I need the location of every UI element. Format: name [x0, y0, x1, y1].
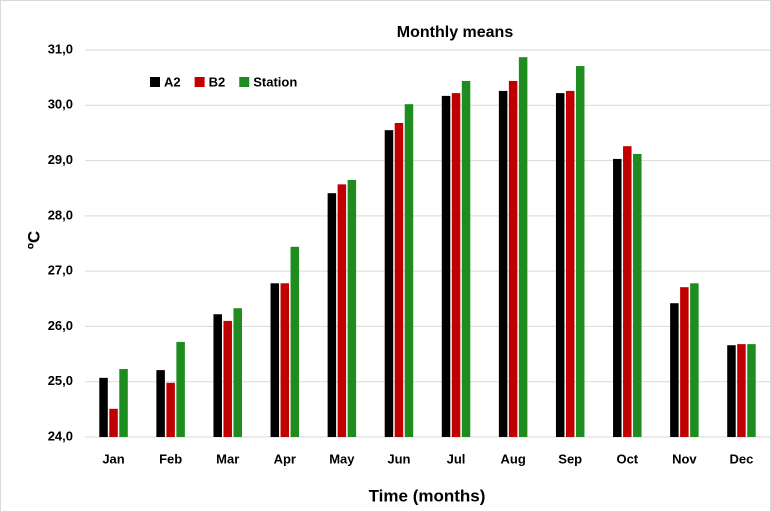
bar	[119, 368, 128, 437]
x-tick-label: Dec	[730, 451, 754, 466]
bar	[680, 287, 689, 437]
bar	[99, 377, 108, 437]
bar	[233, 308, 242, 437]
y-tick-label: 28,0	[48, 207, 73, 222]
bar	[270, 283, 280, 437]
bar	[690, 283, 699, 437]
y-tick-label: 25,0	[48, 373, 73, 388]
x-tick-label: Mar	[216, 451, 239, 466]
bar	[575, 66, 585, 437]
legend-label: B2	[209, 74, 226, 89]
chart-title: Monthly means	[397, 24, 514, 41]
bar	[565, 90, 575, 437]
y-tick-label: 27,0	[48, 263, 73, 278]
x-tick-label: Jan	[102, 451, 124, 466]
bar	[508, 80, 518, 438]
bar	[670, 303, 679, 437]
bar	[613, 158, 622, 438]
bar	[633, 153, 642, 438]
bar	[280, 283, 290, 437]
bar	[394, 122, 404, 437]
bar	[384, 130, 394, 437]
x-tick-label: Nov	[672, 451, 697, 466]
y-tick-label: 30,0	[48, 97, 73, 112]
bar	[727, 345, 736, 437]
bar	[623, 146, 632, 437]
bar	[441, 95, 451, 437]
bar	[461, 80, 471, 438]
legend-marker	[194, 77, 205, 87]
bar	[223, 320, 232, 437]
bar	[347, 179, 357, 437]
bar	[176, 341, 185, 437]
x-axis-title: Time (months)	[369, 486, 486, 505]
y-tick-label: 26,0	[48, 318, 73, 333]
x-tick-label: Apr	[274, 451, 296, 466]
bar	[337, 184, 347, 437]
bar	[737, 344, 746, 437]
bar	[166, 382, 175, 437]
bar	[156, 370, 165, 437]
y-tick-label: 29,0	[48, 152, 73, 167]
x-tick-label: Sep	[558, 451, 582, 466]
legend-marker	[239, 77, 250, 87]
y-axis-title: ºC	[24, 231, 43, 250]
legend-marker	[150, 77, 160, 87]
bar	[327, 193, 337, 437]
bar	[213, 314, 222, 437]
x-tick-label: Aug	[500, 451, 525, 466]
y-tick-label: 31,0	[48, 41, 73, 56]
bar	[498, 90, 508, 437]
x-tick-label: Oct	[616, 451, 638, 466]
legend-label: Station	[253, 74, 297, 89]
bar	[290, 246, 300, 437]
bar	[451, 93, 461, 437]
bar	[555, 93, 565, 437]
x-tick-label: Jun	[387, 451, 410, 466]
bar	[109, 408, 118, 437]
bar	[404, 104, 414, 438]
y-tick-label: 24,0	[48, 428, 73, 443]
x-tick-label: Feb	[159, 451, 182, 466]
bar	[518, 57, 528, 438]
legend-label: A2	[164, 74, 181, 89]
bar	[747, 344, 756, 437]
x-tick-label: Jul	[447, 451, 466, 466]
x-tick-label: May	[329, 451, 355, 466]
